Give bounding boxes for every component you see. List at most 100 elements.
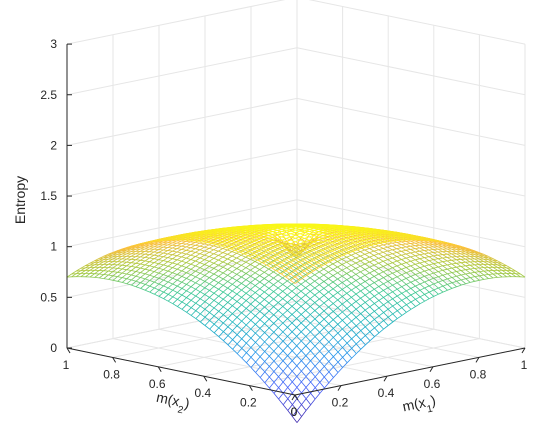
mesh-segment — [304, 241, 310, 245]
mesh-segment — [140, 282, 146, 285]
mesh-segment — [442, 251, 448, 255]
mesh-segment — [328, 306, 334, 312]
mesh-segment — [350, 259, 357, 264]
mesh-segment — [392, 288, 398, 293]
mesh-segment — [319, 360, 325, 367]
mesh-segment — [204, 264, 210, 267]
mesh-segment — [222, 287, 228, 293]
mesh-segment — [300, 283, 306, 289]
mesh-segment — [310, 345, 316, 352]
mesh-segment — [250, 296, 256, 301]
mesh-segment — [158, 291, 164, 297]
mesh-segment — [323, 318, 329, 324]
mesh-segment — [190, 239, 195, 242]
mesh-segment — [209, 323, 215, 330]
mesh-segment — [222, 234, 227, 238]
mesh-segment — [213, 327, 220, 334]
mesh-segment — [213, 270, 219, 275]
mesh-segment — [226, 241, 232, 245]
mesh-segment — [355, 305, 361, 310]
mesh-segment — [387, 291, 393, 295]
mesh-segment — [310, 376, 316, 383]
mesh-segment — [117, 261, 123, 266]
mesh-segment — [236, 308, 242, 314]
mesh-segment — [405, 249, 411, 251]
mesh-segment — [318, 247, 323, 251]
mesh-segment — [337, 282, 343, 286]
mesh-segment — [341, 258, 347, 263]
mesh-segment — [360, 271, 366, 276]
mesh-segment — [190, 244, 196, 246]
mesh-segment — [240, 236, 246, 238]
mesh-segment — [273, 260, 279, 264]
mesh-segment — [126, 258, 132, 263]
mesh-segment — [186, 307, 192, 313]
mesh-segment — [190, 248, 196, 252]
mesh-segment — [272, 232, 278, 235]
mesh-segment — [341, 285, 348, 290]
mesh-segment — [424, 265, 430, 270]
mesh-segment — [144, 261, 150, 266]
mesh-segment — [295, 239, 301, 243]
mesh-segment — [369, 261, 375, 266]
mesh-segment — [250, 315, 256, 321]
mesh-segment — [227, 330, 233, 336]
mesh-segment — [360, 294, 366, 299]
mesh-segment — [492, 266, 498, 271]
mesh-segment — [272, 243, 278, 247]
mesh-segment — [149, 280, 155, 283]
mesh-segment — [442, 274, 448, 280]
mesh-segment — [227, 242, 233, 245]
mesh-segment — [236, 304, 242, 310]
mesh-segment — [309, 298, 316, 303]
mesh-segment — [323, 278, 329, 282]
mesh-segment — [241, 285, 247, 291]
mesh-segment — [369, 331, 375, 337]
mesh-segment — [299, 233, 305, 236]
mesh-segment — [424, 261, 430, 266]
mesh-segment — [392, 242, 397, 246]
mesh-segment — [368, 239, 374, 243]
mesh-segment — [387, 272, 393, 276]
mesh-segment — [296, 310, 302, 315]
mesh-segment — [351, 338, 357, 345]
mesh-segment — [479, 275, 485, 280]
mesh-segment — [190, 260, 196, 265]
mesh-segment — [227, 274, 233, 279]
mesh-segment — [276, 241, 282, 245]
mesh-segment — [244, 247, 250, 251]
mesh-segment — [401, 304, 407, 309]
mesh-segment — [299, 241, 305, 245]
mesh-segment — [195, 270, 201, 274]
mesh-segment — [373, 237, 378, 240]
mesh-segment — [341, 289, 348, 294]
mesh-segment — [172, 255, 178, 260]
mesh-segment — [278, 355, 284, 362]
mesh-segment — [163, 294, 169, 299]
mesh-segment — [405, 249, 411, 254]
mesh-segment — [131, 271, 137, 276]
mesh-segment — [369, 282, 375, 286]
mesh-segment — [401, 286, 407, 292]
mesh-segment — [259, 241, 265, 244]
mesh-segment — [369, 327, 375, 333]
mesh-segment — [186, 297, 192, 301]
mesh-segment — [410, 292, 416, 296]
mesh-segment — [227, 294, 233, 299]
mesh-segment — [227, 309, 233, 315]
mesh-segment — [213, 307, 219, 312]
mesh-segment — [172, 299, 178, 304]
mesh-segment — [332, 288, 338, 293]
mesh-segment — [327, 233, 333, 235]
mesh-segment — [254, 232, 259, 234]
mesh-segment — [305, 318, 311, 324]
mesh-segment — [415, 289, 421, 293]
mesh-segment — [287, 287, 293, 292]
mesh-segment — [149, 241, 154, 243]
mesh-segment — [295, 237, 301, 241]
mesh-segment — [342, 303, 348, 309]
mesh-segment — [313, 232, 319, 235]
mesh-segment — [331, 244, 337, 248]
mesh-segment — [258, 242, 264, 245]
mesh-segment — [213, 292, 219, 297]
